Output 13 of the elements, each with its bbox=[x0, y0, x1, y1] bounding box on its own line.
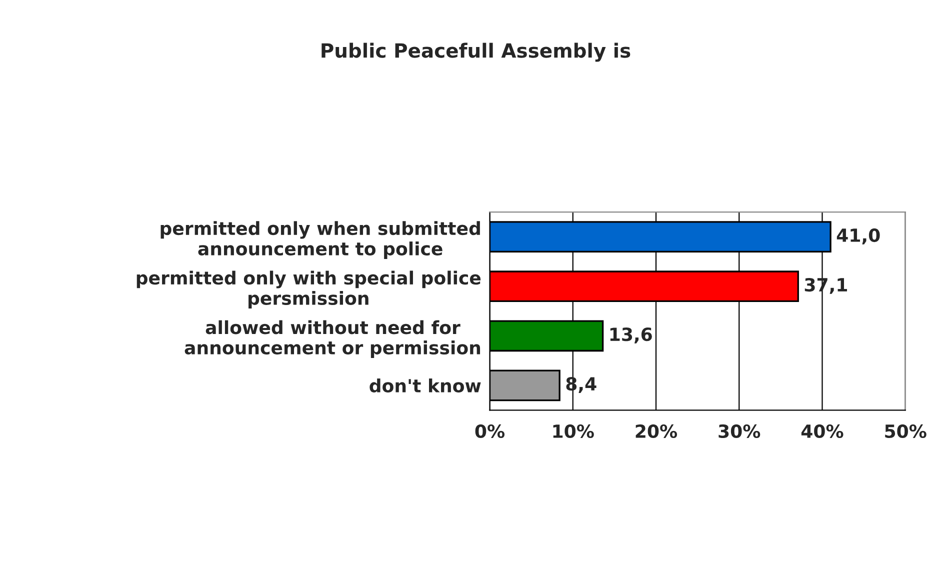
x-tick-label: 50% bbox=[885, 424, 926, 438]
x-tick-label: 10% bbox=[553, 424, 594, 438]
x-tick-label: 30% bbox=[718, 424, 760, 438]
y-tick-label: don't know bbox=[370, 378, 481, 393]
y-tick-label: permitted only when submitted announcement to police bbox=[160, 221, 480, 259]
y-tick-label: permitted only with special police persmission bbox=[136, 270, 481, 309]
chart-title: Public Peacefull Assembly is bbox=[322, 42, 630, 62]
x-tick-label: 20% bbox=[636, 424, 678, 438]
data-label: 41,0 bbox=[836, 228, 880, 244]
y-tick-label: allowed without need for announcement or permission bbox=[184, 320, 480, 358]
data-label: 13,6 bbox=[610, 327, 652, 344]
x-tick-label: 40% bbox=[801, 424, 844, 438]
x-tick-label: 0% bbox=[475, 424, 505, 438]
